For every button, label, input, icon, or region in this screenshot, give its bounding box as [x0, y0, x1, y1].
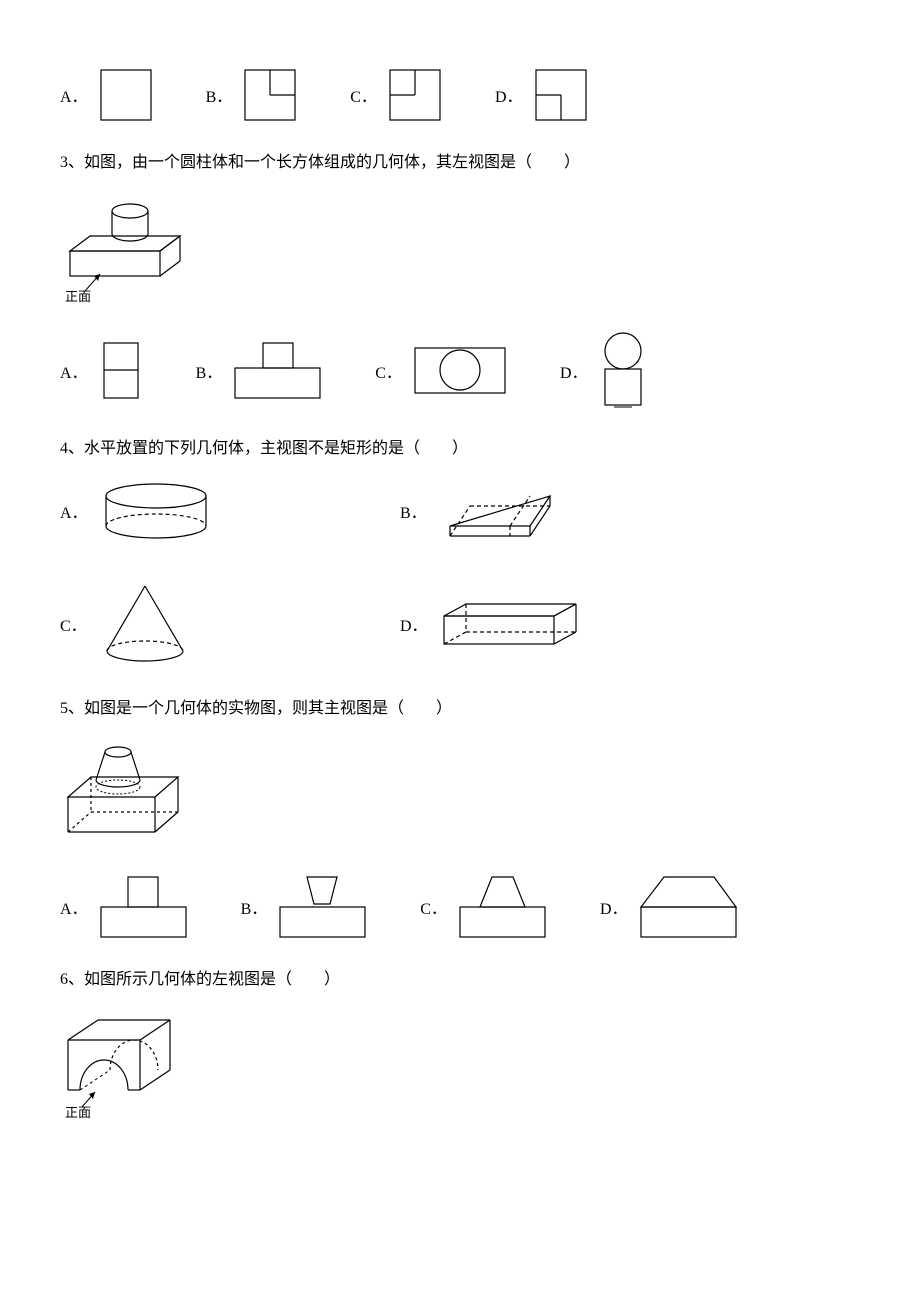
opt-label: A．: [60, 359, 88, 383]
q3-fig-c: [410, 343, 510, 398]
opt-label: D．: [495, 83, 523, 107]
q2-options: A． B． C． D．: [60, 65, 860, 125]
opt-label: D．: [400, 612, 428, 636]
q4-option-d: D．: [400, 581, 740, 666]
q3-options: A． B． C． D．: [60, 331, 860, 411]
opt-label: B．: [206, 83, 233, 107]
opt-label: B．: [400, 499, 427, 523]
q3-fig-a: [96, 338, 146, 403]
opt-label: A．: [60, 499, 88, 523]
q4-fig-b: [435, 481, 565, 541]
q2-fig-c: [385, 65, 445, 125]
opt-label: B．: [241, 895, 268, 919]
q5-option-c: C．: [420, 872, 550, 942]
q5-text: 5、如图是一个几何体的实物图，则其主视图是（ ）: [60, 696, 860, 722]
q5-fig-c: [455, 872, 550, 942]
opt-label: C．: [375, 359, 402, 383]
q2-option-a: A．: [60, 65, 156, 125]
q4-fig-d: [436, 596, 586, 651]
q5-fig-d: [636, 872, 741, 942]
q2-fig-d: [531, 65, 591, 125]
q3-option-a: A．: [60, 338, 146, 403]
opt-label: C．: [60, 612, 87, 636]
q2-option-d: D．: [495, 65, 591, 125]
q4-option-c: C．: [60, 581, 400, 666]
q3-fig-b: [230, 338, 325, 403]
q5-option-d: D．: [600, 872, 741, 942]
q4-text: 4、水平放置的下列几何体，主视图不是矩形的是（ ）: [60, 436, 860, 462]
q3-option-c: C．: [375, 343, 510, 398]
q3-figure: 正面: [60, 196, 860, 306]
q5-option-b: B．: [241, 872, 371, 942]
q2-option-b: B．: [206, 65, 301, 125]
opt-label: C．: [420, 895, 447, 919]
front-label: 正面: [65, 289, 91, 304]
q3-fig-d: [596, 331, 651, 411]
front-label: 正面: [65, 1105, 91, 1120]
q4-fig-c: [95, 581, 195, 666]
q5-option-a: A．: [60, 872, 191, 942]
q3-option-b: B．: [196, 338, 326, 403]
q5-options: A． B． C． D．: [60, 872, 860, 942]
opt-label: A．: [60, 83, 88, 107]
q4-options: A． B． C． D．: [60, 481, 860, 666]
q3-text: 3、如图，由一个圆柱体和一个长方体组成的几何体，其左视图是（ ）: [60, 150, 860, 176]
q6-text: 6、如图所示几何体的左视图是（ ）: [60, 967, 860, 993]
opt-label: A．: [60, 895, 88, 919]
q4-option-b: B．: [400, 481, 740, 541]
q3-option-d: D．: [560, 331, 651, 411]
q2-fig-b: [240, 65, 300, 125]
opt-label: B．: [196, 359, 223, 383]
q5-fig-a: [96, 872, 191, 942]
q5-figure: [60, 742, 860, 847]
q4-option-a: A．: [60, 481, 400, 541]
q4-fig-a: [96, 481, 216, 541]
q2-fig-a: [96, 65, 156, 125]
q5-fig-b: [275, 872, 370, 942]
q2-option-c: C．: [350, 65, 445, 125]
opt-label: D．: [560, 359, 588, 383]
opt-label: D．: [600, 895, 628, 919]
q6-figure: 正面: [60, 1012, 860, 1122]
opt-label: C．: [350, 83, 377, 107]
